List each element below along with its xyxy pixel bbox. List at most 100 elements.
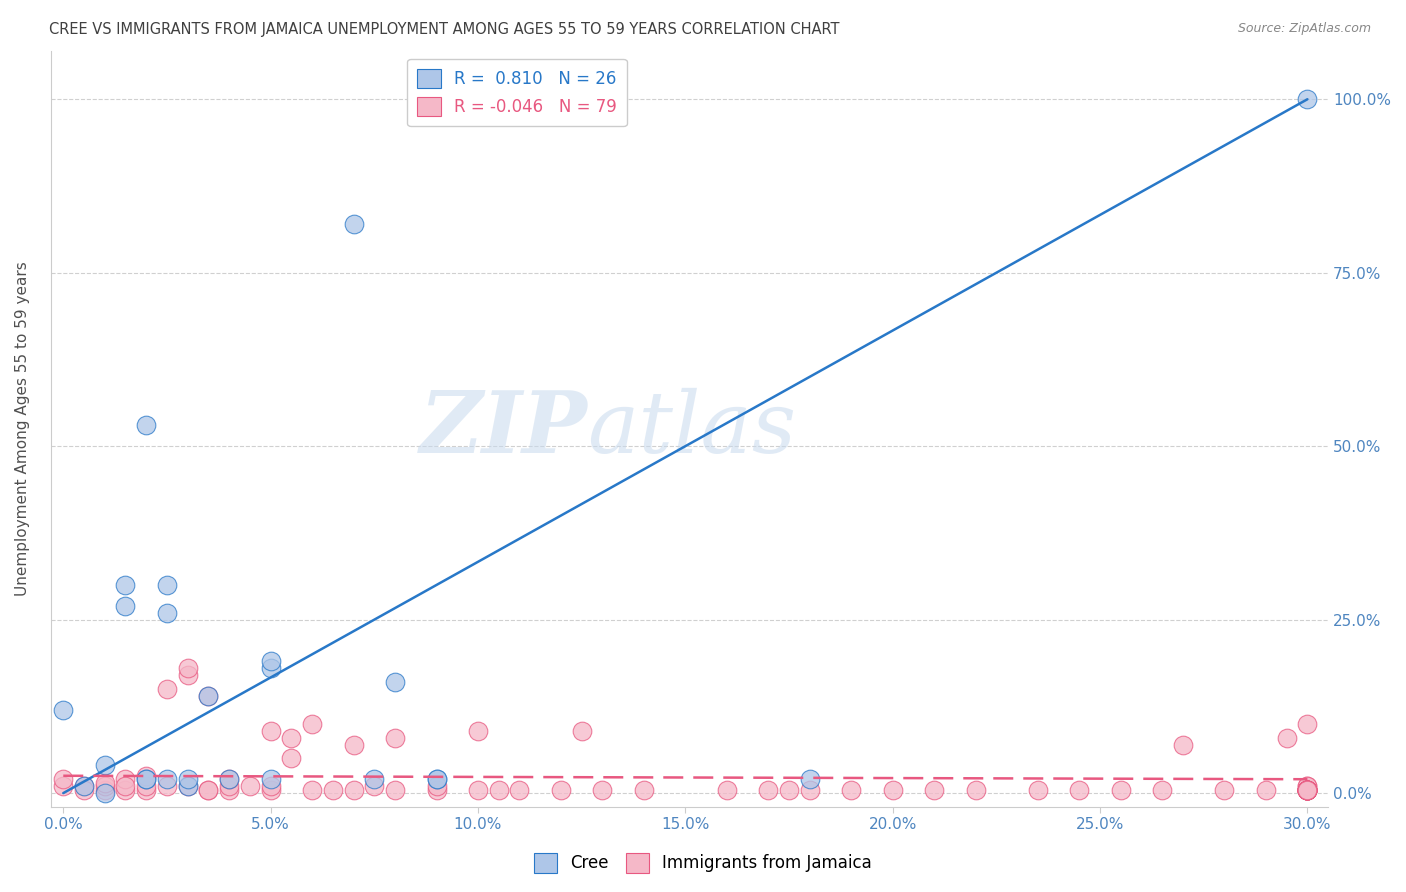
Point [550, 782, 572, 797]
Point [965, 782, 987, 797]
Point [1213, 782, 1236, 797]
Point [197, 782, 219, 797]
Point [1296, 782, 1319, 797]
Point [135, 772, 157, 787]
Point [1275, 731, 1298, 745]
Point [301, 782, 323, 797]
Point [1296, 782, 1319, 797]
Point [508, 782, 530, 797]
Point [1296, 782, 1319, 797]
Point [1296, 716, 1319, 731]
Point [363, 772, 385, 787]
Point [259, 782, 281, 797]
Point [197, 782, 219, 797]
Point [156, 578, 179, 592]
Point [280, 751, 302, 765]
Point [1296, 782, 1319, 797]
Point [176, 668, 198, 682]
Point [1296, 92, 1319, 106]
Point [922, 782, 945, 797]
Point [93, 782, 115, 797]
Point [571, 723, 593, 738]
Point [156, 681, 179, 696]
Point [176, 772, 198, 787]
Point [280, 731, 302, 745]
Point [176, 779, 198, 793]
Point [114, 772, 136, 787]
Point [425, 782, 447, 797]
Point [135, 782, 157, 797]
Point [259, 723, 281, 738]
Point [52, 779, 75, 793]
Point [114, 782, 136, 797]
Legend: R =  0.810   N = 26, R = -0.046   N = 79: R = 0.810 N = 26, R = -0.046 N = 79 [408, 59, 627, 126]
Point [1296, 779, 1319, 793]
Point [259, 779, 281, 793]
Point [384, 731, 406, 745]
Point [135, 772, 157, 787]
Point [93, 779, 115, 793]
Point [301, 716, 323, 731]
Point [322, 782, 344, 797]
Point [425, 772, 447, 787]
Legend: Cree, Immigrants from Jamaica: Cree, Immigrants from Jamaica [527, 847, 879, 880]
Point [839, 782, 862, 797]
Point [156, 779, 179, 793]
Point [73, 782, 96, 797]
Point [1296, 782, 1319, 797]
Point [1296, 782, 1319, 797]
Point [218, 782, 240, 797]
Point [1296, 782, 1319, 797]
Point [197, 689, 219, 703]
Point [1296, 779, 1319, 793]
Point [1171, 738, 1194, 752]
Point [799, 772, 821, 787]
Point [218, 772, 240, 787]
Point [384, 675, 406, 690]
Point [114, 599, 136, 613]
Point [1109, 782, 1132, 797]
Point [342, 782, 364, 797]
Point [259, 654, 281, 668]
Point [467, 782, 489, 797]
Point [93, 758, 115, 772]
Point [93, 775, 115, 789]
Point [197, 689, 219, 703]
Point [114, 578, 136, 592]
Point [1296, 782, 1319, 797]
Point [176, 661, 198, 675]
Point [342, 738, 364, 752]
Point [73, 779, 96, 793]
Point [363, 779, 385, 793]
Point [756, 782, 779, 797]
Point [93, 786, 115, 800]
Text: atlas: atlas [588, 387, 796, 470]
Point [156, 772, 179, 787]
Point [425, 772, 447, 787]
Point [114, 779, 136, 793]
Point [1152, 782, 1174, 797]
Point [1254, 782, 1277, 797]
Point [799, 782, 821, 797]
Point [467, 723, 489, 738]
Text: Source: ZipAtlas.com: Source: ZipAtlas.com [1237, 22, 1371, 36]
Text: CREE VS IMMIGRANTS FROM JAMAICA UNEMPLOYMENT AMONG AGES 55 TO 59 YEARS CORRELATI: CREE VS IMMIGRANTS FROM JAMAICA UNEMPLOY… [49, 22, 839, 37]
Point [135, 779, 157, 793]
Point [778, 782, 800, 797]
Point [73, 779, 96, 793]
Point [135, 418, 157, 433]
Point [384, 782, 406, 797]
Point [176, 779, 198, 793]
Point [52, 772, 75, 787]
Point [882, 782, 904, 797]
Point [342, 217, 364, 231]
Point [1296, 782, 1319, 797]
Point [135, 769, 157, 783]
Point [591, 782, 613, 797]
Point [716, 782, 738, 797]
Point [1296, 782, 1319, 797]
Text: ZIP: ZIP [419, 387, 588, 471]
Point [1296, 782, 1319, 797]
Point [259, 772, 281, 787]
Point [1026, 782, 1049, 797]
